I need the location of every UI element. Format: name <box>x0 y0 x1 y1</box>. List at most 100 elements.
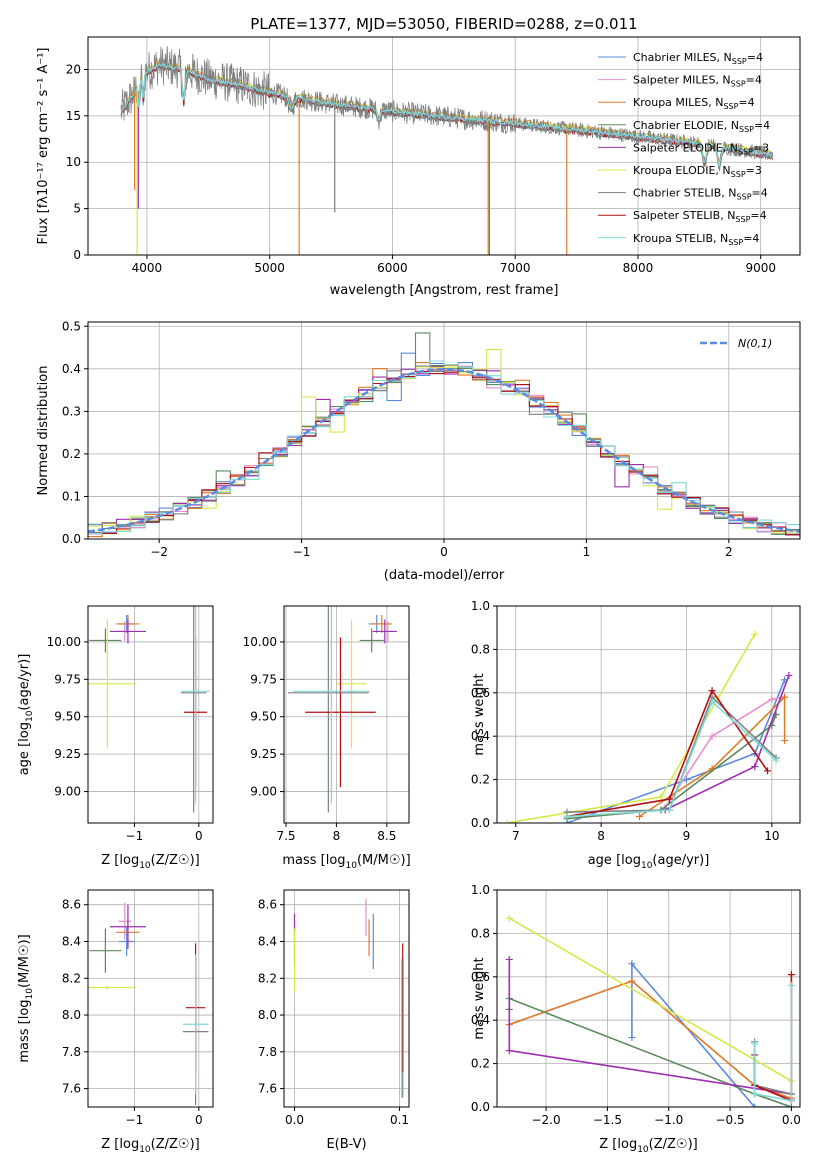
weight-line-salpeter-elodie <box>508 959 792 1095</box>
y-tick-label: 9.50 <box>250 710 277 724</box>
weight-marker <box>787 971 795 979</box>
weight-line-chabrier-elodie <box>566 714 777 820</box>
axes-weight_vs_z: −2.0 −1.5 −1.0 −0.5 0.0 0.0 0.2 0.4 0.6 0.8 1.0 Z [… <box>471 883 801 1155</box>
plot-area <box>88 902 209 1106</box>
y-tick-label: 0.4 <box>471 1013 490 1027</box>
y-tick-label: 7.8 <box>258 1045 277 1059</box>
plot-area <box>88 332 800 538</box>
weight-line-salpeter-miles <box>664 696 785 809</box>
y-tick-label: 9.00 <box>54 785 81 799</box>
legend-entry: N(0,1) <box>738 337 772 350</box>
axes-age_vs_mass: 7.5 8 8.5 9.00 9.25 9.50 9.75 10.00 mass [log10(… <box>243 605 411 871</box>
x-axis-label: wavelength [Angstrom, rest frame] <box>330 283 559 298</box>
weight-marker <box>787 981 795 989</box>
y-tick-label: 8.6 <box>258 898 277 912</box>
y-axis-label: age [log10(age/yr)] <box>17 654 35 776</box>
x-tick-label: −1.5 <box>593 1113 622 1127</box>
plot-area <box>88 606 210 813</box>
weight-line-salpeter-stelib <box>566 688 769 818</box>
weight-line-chabrier-miles <box>631 961 792 1107</box>
y-tick-label: 0 <box>73 248 81 262</box>
x-axis-label: mass [log10(M/M☉)] <box>282 853 410 871</box>
y-tick-label: 0.6 <box>471 970 490 984</box>
y-tick-label: 0.0 <box>471 816 490 830</box>
y-tick-label: 8.2 <box>62 971 81 985</box>
y-tick-label: 5 <box>73 202 81 216</box>
grid <box>284 890 409 1107</box>
x-tick-label: −1.0 <box>654 1113 683 1127</box>
weight-marker <box>751 763 759 771</box>
weight-line-chabrier-miles <box>566 679 786 823</box>
weight-marker <box>768 695 776 703</box>
y-tick-label: 9.25 <box>250 747 277 761</box>
x-tick-label: −2.0 <box>531 1113 560 1127</box>
axes-weight_vs_age: 7 8 9 10 0.0 0.2 0.4 0.6 0.8 1.0 age [log10(age/yr… <box>471 599 801 871</box>
y-tick-label: 0.3 <box>62 404 81 418</box>
y-axis-label: Normed distribution <box>36 366 51 496</box>
x-axis-label: Z [log10(Z/Z☉)] <box>101 853 199 871</box>
weight-marker <box>787 1096 795 1104</box>
weight-marker <box>628 977 636 985</box>
x-axis-label: Z [log10(Z/Z☉)] <box>599 1137 697 1155</box>
plot-area <box>293 899 404 1098</box>
weight-line-kroupa-stelib <box>753 985 793 1102</box>
y-tick-label: 10.00 <box>243 635 277 649</box>
figure-title: PLATE=1377, MJD=53050, FIBERID=0288, z=0… <box>250 15 637 33</box>
y-tick-label: 10.00 <box>47 635 81 649</box>
y-tick-label: 0.0 <box>62 532 81 546</box>
weight-marker <box>636 812 644 820</box>
axes-mass_vs_ebv: 0.0 0.1 7.6 7.8 8.0 8.2 8.4 8.6 E(B-V) <box>258 889 410 1152</box>
legend: Chabrier MILES, NSSP=4 Salpeter MILES, NS… <box>598 51 770 247</box>
plot-area <box>503 630 793 823</box>
weight-marker <box>708 732 716 740</box>
weight-marker <box>751 630 759 638</box>
axes-frame <box>283 605 410 824</box>
y-tick-label: 0.2 <box>62 447 81 461</box>
x-axis-label: (data-model)/error <box>384 568 505 583</box>
axes-spectrum: 4000 5000 6000 7000 8000 9000 0 5 10 15 20 waveleng… <box>36 36 801 298</box>
plot-area <box>505 914 795 1107</box>
legend-entry: Chabrier ELODIE, NSSP=4 <box>633 119 770 134</box>
x-axis-label: E(B-V) <box>326 1137 366 1152</box>
spectrum-data <box>120 46 774 172</box>
y-tick-label: 9.00 <box>250 785 277 799</box>
weight-marker <box>505 955 513 963</box>
y-tick-label: 0.2 <box>471 773 490 787</box>
y-axis-label: mass [log10(M/M☉)] <box>17 934 35 1062</box>
y-tick-label: 0.5 <box>62 319 81 333</box>
weight-marker <box>503 819 511 823</box>
weight-marker <box>628 1034 636 1042</box>
weight-marker <box>665 806 673 814</box>
y-tick-label: 7.8 <box>62 1045 81 1059</box>
y-tick-label: 0.0 <box>471 1100 490 1114</box>
weight-marker <box>657 793 665 801</box>
x-tick-label: 9 <box>683 829 691 843</box>
y-tick-label: 0.6 <box>471 686 490 700</box>
weight-marker <box>563 812 571 820</box>
x-tick-label: 4000 <box>132 261 163 275</box>
weight-marker <box>505 914 513 922</box>
weight-marker <box>665 795 673 803</box>
y-tick-label: 8.4 <box>258 934 277 948</box>
x-tick-label: 7 <box>512 829 520 843</box>
x-tick-label: 0.0 <box>285 1113 304 1127</box>
weight-marker <box>505 1047 513 1055</box>
y-tick-label: 0.2 <box>471 1057 490 1071</box>
x-axis-label: age [log10(age/yr)] <box>588 853 710 871</box>
weight-marker <box>772 756 780 764</box>
axes-frame <box>87 321 801 540</box>
y-tick-label: 9.75 <box>250 672 277 686</box>
y-tick-label: 20 <box>66 62 81 76</box>
weight-line-salpeter-stelib <box>753 974 793 1102</box>
axes-mass_vs_z: −1 0 7.6 7.8 8.0 8.2 8.4 8.6 Z [log10(Z/Z☉)] mass… <box>17 889 214 1155</box>
legend-entry: Salpeter STELIB, NSSP=4 <box>633 209 767 224</box>
y-tick-label: 15 <box>66 109 81 123</box>
y-tick-label: 0.1 <box>62 489 81 503</box>
x-tick-label: 2 <box>725 545 733 559</box>
legend-entry: Chabrier STELIB, NSSP=4 <box>633 187 768 202</box>
weight-marker <box>787 1103 795 1107</box>
legend: N(0,1) <box>700 337 772 350</box>
y-tick-label: 8.4 <box>62 934 81 948</box>
weight-line-kroupa-elodie <box>507 633 756 823</box>
